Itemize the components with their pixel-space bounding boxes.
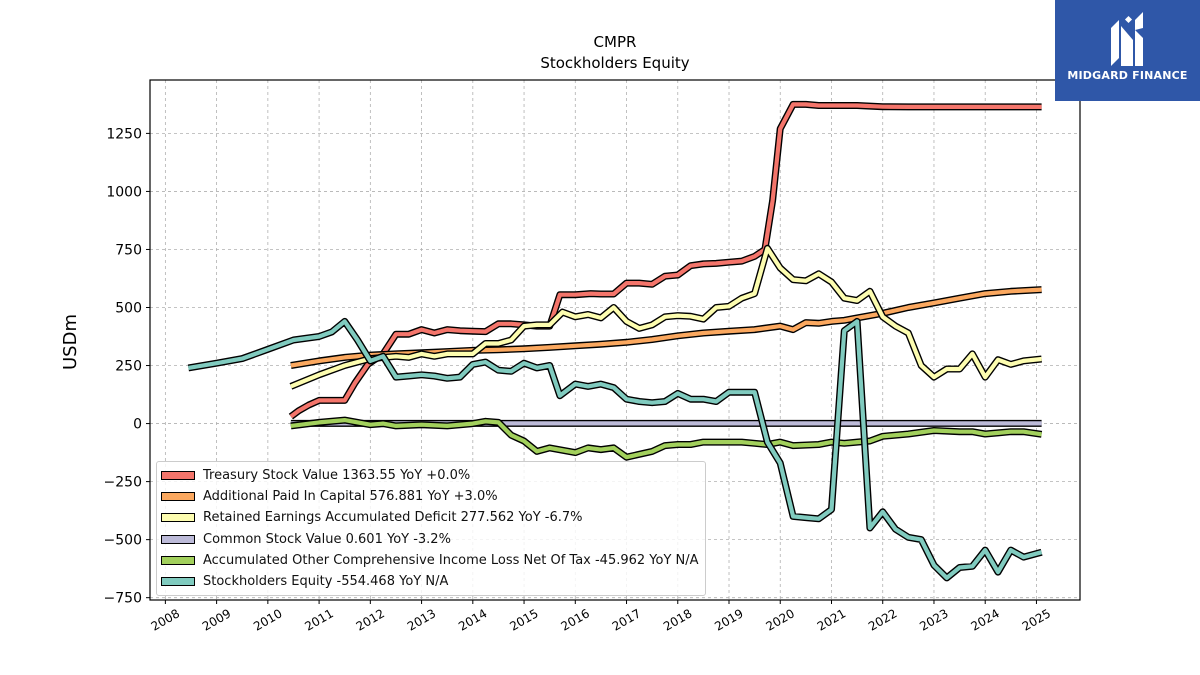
legend-label: Stockholders Equity -554.468 YoY N/A: [203, 574, 449, 590]
x-tick-label: 2008: [149, 606, 182, 633]
y-tick-label: −250: [104, 475, 142, 491]
y-tick-label: −750: [104, 591, 142, 607]
x-tick-label: 2021: [815, 606, 848, 633]
y-tick-label: 750: [115, 242, 142, 258]
legend-item: Treasury Stock Value 1363.55 YoY +0.0%: [161, 465, 699, 486]
legend-label: Common Stock Value 0.601 YoY -3.2%: [203, 531, 451, 547]
chart-legend: Treasury Stock Value 1363.55 YoY +0.0% Ad…: [156, 461, 706, 597]
brand-logo: MIDGARD FINANCE: [1055, 0, 1200, 101]
axes-frame: [149, 79, 1081, 601]
y-tick-label: 500: [115, 301, 142, 317]
legend-label: Retained Earnings Accumulated Deficit 27…: [203, 510, 583, 526]
y-tick-label: 250: [115, 359, 142, 375]
y-axis-label: USDm: [60, 314, 81, 370]
y-tick-label: 1250: [106, 126, 142, 142]
legend-label: Treasury Stock Value 1363.55 YoY +0.0%: [203, 468, 471, 484]
legend-swatch: [161, 577, 195, 587]
legend-item: Accumulated Other Comprehensive Income L…: [161, 550, 699, 571]
y-tick-label: 0: [133, 417, 142, 433]
legend-swatch: [161, 492, 195, 502]
x-tick-label: 2022: [866, 606, 899, 633]
series-line: [289, 102, 1042, 419]
legend-swatch: [161, 555, 195, 565]
x-tick-label: 2010: [251, 606, 284, 633]
legend-label: Accumulated Other Comprehensive Income L…: [203, 552, 699, 568]
midgard-logo-mark-icon: [1111, 12, 1143, 66]
x-tick-label: 2025: [1020, 606, 1053, 633]
plot-area: [187, 100, 1043, 582]
x-tick-label: 2023: [917, 606, 950, 633]
legend-swatch: [161, 471, 195, 481]
x-tick-label: 2019: [712, 606, 745, 633]
series-stockholders-equity: [187, 317, 1043, 582]
x-tick-label: 2016: [559, 606, 592, 633]
x-tick-label: 2011: [302, 606, 335, 633]
y-tick-label: 1000: [106, 184, 142, 200]
x-tick-label: 2013: [405, 606, 438, 633]
series-retained-earnings-accumulated-deficit: [289, 244, 1042, 390]
x-tick-label: 2014: [456, 606, 489, 633]
series-line: [290, 246, 1042, 389]
legend-swatch: [161, 513, 195, 523]
x-tick-label: 2012: [354, 606, 387, 633]
legend-item: Retained Earnings Accumulated Deficit 27…: [161, 507, 699, 528]
series-accumulated-other-comprehensive-income-loss-net-of-tax: [290, 416, 1043, 461]
legend-item: Stockholders Equity -554.468 YoY N/A: [161, 571, 699, 592]
x-tick-label: 2017: [610, 606, 643, 633]
logo-wordmark: MIDGARD FINANCE: [1067, 69, 1188, 82]
series-line: [188, 319, 1043, 580]
x-tick-label: 2024: [968, 606, 1001, 633]
chart-title: CMPR: [594, 33, 637, 51]
legend-item: Common Stock Value 0.601 YoY -3.2%: [161, 529, 699, 550]
x-tick-label: 2015: [507, 606, 540, 633]
x-tick-label: 2009: [200, 606, 233, 633]
legend-label: Additional Paid In Capital 576.881 YoY +…: [203, 489, 498, 505]
series-treasury-stock-value: [288, 100, 1042, 420]
x-tick-label: 2018: [661, 606, 694, 633]
y-tick-label: −500: [104, 533, 142, 549]
x-tick-label: 2020: [764, 606, 797, 633]
series-line: [290, 418, 1042, 460]
chart-subtitle: Stockholders Equity: [540, 54, 689, 72]
legend-swatch: [161, 534, 195, 544]
legend-item: Additional Paid In Capital 576.881 YoY +…: [161, 486, 699, 507]
